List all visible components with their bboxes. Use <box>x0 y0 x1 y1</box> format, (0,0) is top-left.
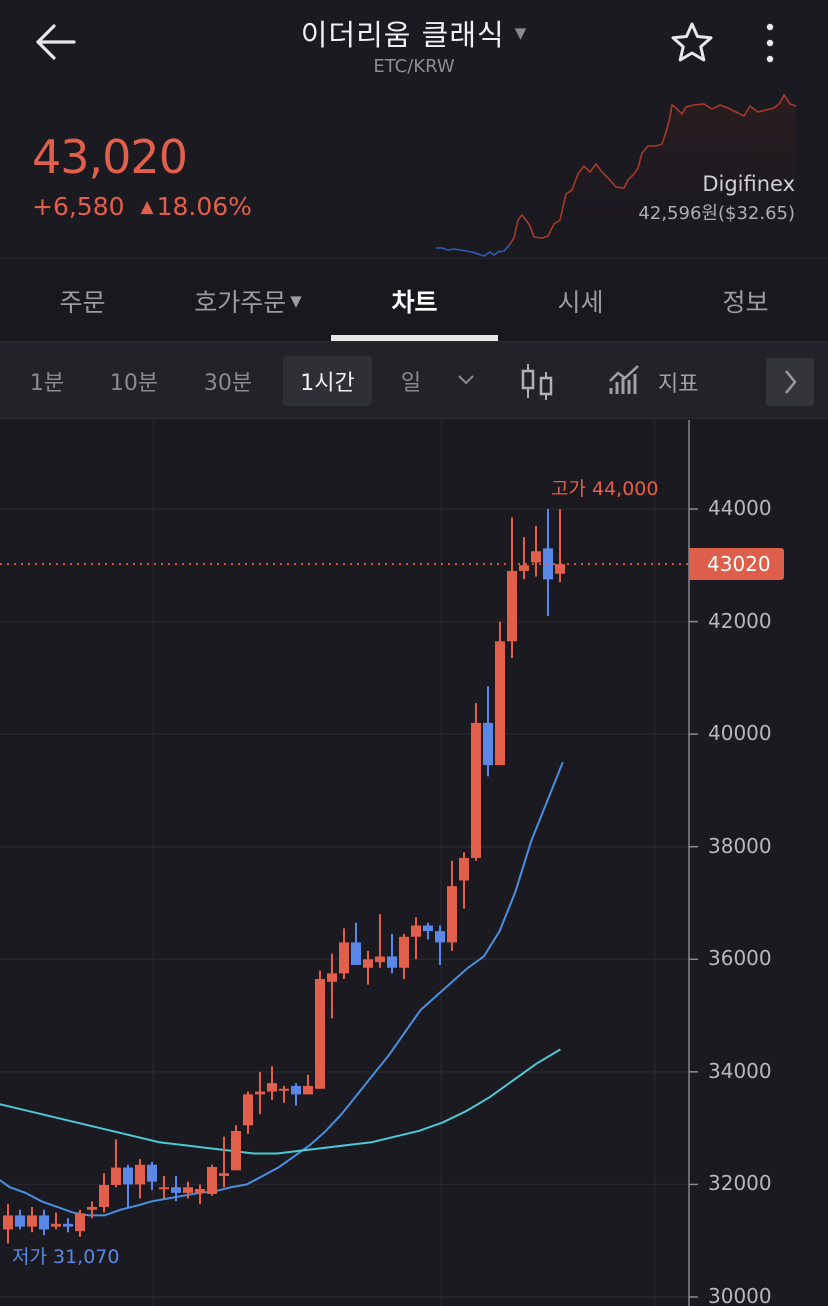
back-button[interactable] <box>30 20 82 64</box>
timeframe-label: 10분 <box>109 371 159 396</box>
timeframe-day[interactable]: 일 <box>390 356 432 406</box>
exchange-price: 42,596원($32.65) <box>638 203 795 224</box>
tab-label: 주문 <box>59 288 106 317</box>
low-price-label: 저가 31,070 <box>12 1246 120 1268</box>
more-menu-button[interactable] <box>756 18 784 68</box>
change-percent: 18.06% <box>156 192 252 221</box>
chart-toolbar: 1분 10분 30분 1시간 일 지표 <box>0 341 828 419</box>
timeframe-label: 일 <box>400 371 422 396</box>
favorite-button[interactable] <box>668 20 716 66</box>
timeframe-label: 30분 <box>203 371 253 396</box>
indicator-label[interactable]: 지표 <box>658 372 699 397</box>
caret-down-icon: ▼ <box>514 24 528 42</box>
timeframe-label: 1분 <box>29 371 65 396</box>
chevron-right-icon <box>785 370 797 394</box>
tab-quote-order[interactable]: 호가주문 ▼ <box>165 259 331 343</box>
y-axis-tick-label: 36000 <box>708 946 772 971</box>
title-block: 이더리움 클래식 ▼ ETC/KRW <box>0 12 828 77</box>
coin-selector[interactable]: 이더리움 클래식 ▼ <box>301 12 528 54</box>
tab-chart[interactable]: 차트 <box>331 259 498 343</box>
change-percent-wrap: ▲ 18.06% <box>141 192 252 221</box>
caret-down-icon: ▼ <box>290 292 302 310</box>
up-triangle-icon: ▲ <box>140 197 154 217</box>
chart-type-button[interactable] <box>518 362 558 406</box>
timeframe-10min[interactable]: 10분 <box>98 356 170 406</box>
reference-exchange: Digifinex 42,596원($32.65) <box>638 172 795 225</box>
timeframe-label: 1시간 <box>300 371 355 396</box>
app-header: 이더리움 클래식 ▼ ETC/KRW 43,020 +6,580 ▲ 18.06%… <box>0 0 828 260</box>
star-outline-icon <box>671 22 713 62</box>
timeframe-1min[interactable]: 1분 <box>18 356 76 406</box>
timeframe-dropdown[interactable] <box>454 368 478 396</box>
active-tab-indicator <box>331 335 498 341</box>
tab-label: 시세 <box>557 288 604 317</box>
candlestick-chart[interactable]: 고가 44,000 저가 31,070 43020 30000 32000 3400… <box>0 420 828 1306</box>
tab-label: 차트 <box>391 288 438 317</box>
y-axis-tick-label: 32000 <box>708 1171 772 1196</box>
change-amount: +6,580 <box>32 192 125 221</box>
arrow-left-icon <box>36 24 76 60</box>
tab-label: 정보 <box>722 288 769 317</box>
indicator-chart-icon <box>609 365 639 394</box>
candlestick-icon <box>521 364 553 400</box>
trading-pair: ETC/KRW <box>373 56 455 77</box>
y-axis-tick-label: 34000 <box>708 1058 772 1083</box>
current-price-badge: 43020 <box>689 548 784 581</box>
tab-market-price[interactable]: 시세 <box>498 259 663 343</box>
chevron-down-icon <box>458 375 474 385</box>
exchange-name: Digifinex <box>702 172 795 196</box>
sparkline-chart <box>436 93 797 260</box>
tab-label: 호가주문 <box>194 288 287 317</box>
timeframe-30min[interactable]: 30분 <box>192 356 264 406</box>
y-axis-tick-label: 30000 <box>708 1284 772 1306</box>
high-price-label: 고가 44,000 <box>551 478 659 500</box>
timeframe-1hour[interactable]: 1시간 <box>283 356 372 406</box>
main-tabs: 주문 호가주문 ▼ 차트 시세 정보 <box>0 258 828 342</box>
more-vertical-icon <box>766 23 774 63</box>
coin-name: 이더리움 클래식 <box>300 18 505 52</box>
y-axis-tick-label: 42000 <box>708 608 772 633</box>
toolbar-next-button[interactable] <box>766 358 814 406</box>
tab-order[interactable]: 주문 <box>0 259 165 343</box>
y-axis-tick-label: 38000 <box>708 833 772 858</box>
price-change: +6,580 ▲ 18.06% <box>32 192 252 221</box>
tab-info[interactable]: 정보 <box>663 259 828 343</box>
current-price: 43,020 <box>32 130 188 184</box>
indicator-button[interactable] <box>608 364 642 400</box>
y-axis-tick-label: 44000 <box>708 496 772 520</box>
y-axis-tick-label: 40000 <box>708 721 772 746</box>
